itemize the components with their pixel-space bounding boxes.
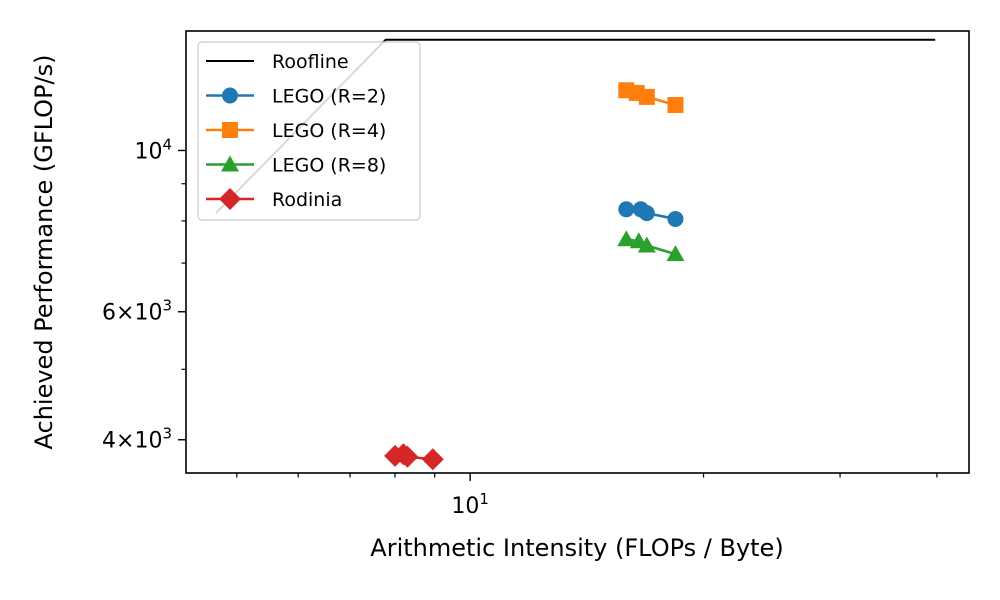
legend-entry-lego-r-2: LEGO (R=2) [206,86,386,108]
x-tick-label: 101 [451,490,489,519]
legend-entry-roofline: Roofline [206,51,349,73]
legend-label: Roofline [272,51,349,73]
legend-label: LEGO (R=2) [272,86,386,108]
series-lego-r-8 [617,230,685,262]
y-tick-label: 4×103 [102,425,172,454]
data-point-rodinia [396,445,419,468]
legend-box [197,41,421,221]
legend-label: LEGO (R=8) [272,155,386,177]
data-point-lego-r-8 [666,245,685,262]
axis-ticks: 101 4×103 6×103 104 [102,135,938,519]
y-tick-label: 104 [134,135,172,164]
data-point-rodinia [421,448,444,471]
legend-marker [222,122,238,138]
legend-entry-lego-r-8: LEGO (R=8) [206,155,386,177]
data-point-lego-r-4 [638,88,655,105]
data-point-lego-r-2 [667,210,684,227]
data-point-lego-r-8 [637,236,656,253]
y-tick-label: 6×103 [102,297,172,326]
data-point-lego-r-4 [667,96,684,113]
series-lego-r-4 [618,82,684,113]
legend-entry-lego-r-4: LEGO (R=4) [206,120,386,142]
data-point-lego-r-2 [638,205,655,222]
series-rodinia [384,443,444,471]
legend-label: LEGO (R=4) [272,120,386,142]
legend-label: Rodinia [272,189,342,211]
legend-marker [222,87,238,104]
legend-entry-rodinia: Rodinia [206,188,342,211]
y-axis-label: Achieved Performance (GFLOP/s) [30,55,58,450]
legend: Roofline LEGO (R=2) LEGO (R=4) LEGO (R=8) Ro… [197,41,421,221]
data-point-lego-r-2 [618,201,635,218]
data-point-lego-r-8 [617,230,636,247]
x-axis-label: Arithmetic Intensity (FLOPs / Byte) [370,534,783,562]
series-lego-r-2 [618,201,684,227]
legend-marker [221,155,239,172]
legend-marker [219,188,241,210]
